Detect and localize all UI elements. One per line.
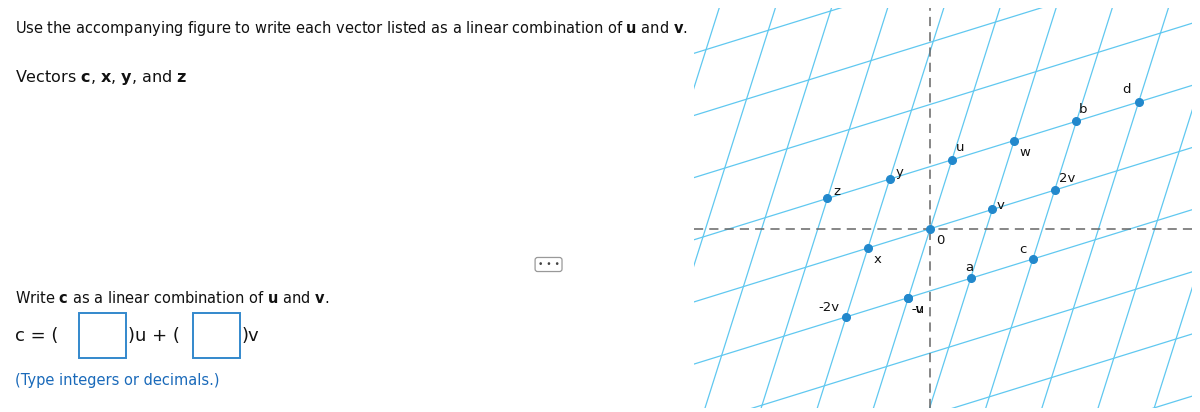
- Text: c: c: [1019, 243, 1026, 256]
- Text: a: a: [965, 261, 973, 274]
- FancyBboxPatch shape: [193, 313, 240, 358]
- Text: Write $\mathbf{c}$ as a linear combination of $\mathbf{u}$ and $\mathbf{v}$.: Write $\mathbf{c}$ as a linear combinati…: [16, 290, 329, 307]
- Text: w: w: [1020, 145, 1031, 159]
- Text: 0: 0: [936, 234, 944, 247]
- Text: Use the accompanying figure to write each vector listed as a linear combination : Use the accompanying figure to write eac…: [16, 19, 688, 37]
- Text: 2v: 2v: [1058, 171, 1075, 185]
- Text: z: z: [833, 185, 840, 199]
- Text: y: y: [895, 166, 904, 179]
- Text: x: x: [874, 253, 881, 266]
- Text: )u + (: )u + (: [127, 327, 180, 345]
- Text: • • •: • • •: [538, 260, 559, 269]
- Text: c = (: c = (: [16, 327, 59, 345]
- Text: Vectors $\mathbf{c}$, $\mathbf{x}$, $\mathbf{y}$, and $\mathbf{z}$: Vectors $\mathbf{c}$, $\mathbf{x}$, $\ma…: [16, 68, 187, 87]
- Text: d: d: [1122, 83, 1130, 96]
- Text: v: v: [996, 199, 1004, 212]
- Text: (Type integers or decimals.): (Type integers or decimals.): [16, 373, 220, 388]
- Text: -v: -v: [911, 303, 923, 316]
- Text: )v: )v: [241, 327, 259, 345]
- FancyBboxPatch shape: [79, 313, 126, 358]
- Text: u: u: [956, 141, 965, 154]
- Text: b: b: [1079, 103, 1087, 116]
- Text: -u: -u: [911, 303, 924, 316]
- Text: -2v: -2v: [818, 301, 840, 314]
